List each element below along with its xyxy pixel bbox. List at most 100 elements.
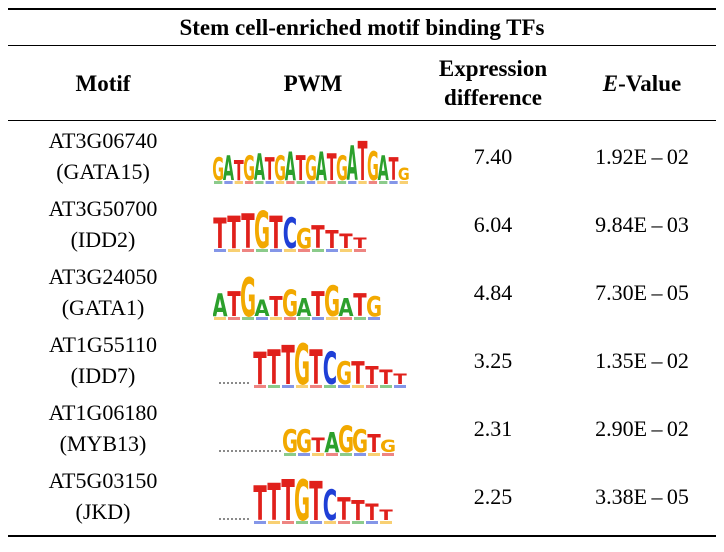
pwm-letter-g: G [336, 150, 348, 186]
pwm-letter-g: G [294, 468, 310, 526]
pwm-letter-c: C [323, 482, 337, 526]
pwm-minor-letters [312, 249, 324, 252]
pwm-minor-letters [275, 181, 285, 184]
expression-difference-value: 7.40 [473, 143, 513, 169]
pwm-letter-t: T [296, 150, 306, 186]
pwm-letter-t: T [379, 508, 393, 524]
pwm-minor-letters [382, 453, 394, 456]
motif-gene-id: AT3G50700 [48, 196, 158, 221]
e-value: 1.35E – 02 [595, 347, 689, 373]
pwm-minor-letters [298, 317, 310, 320]
pwm-letter-t: T [241, 204, 254, 254]
pwm-minor-letters [312, 317, 324, 320]
pwm-minor-letters [327, 181, 336, 184]
pwm-minor-letters [326, 249, 338, 252]
pwm-letter-t: T [325, 226, 339, 254]
pwm-letter-g: G [282, 282, 298, 322]
pwm-minor-letters [298, 249, 310, 252]
pwm-minor-letters [340, 453, 352, 456]
pwm-letter-g: G [274, 150, 286, 186]
pwm-letter-t: T [311, 221, 325, 254]
pwm-minor-letters [399, 181, 408, 184]
pwm-minor-letters [340, 249, 352, 252]
pwm-minor-letters [265, 181, 274, 184]
e-value: 9.84E – 03 [595, 211, 689, 237]
title-rule [8, 45, 716, 46]
pwm-minor-letters [368, 181, 378, 184]
motif-gene-id: AT3G24050 [48, 264, 158, 289]
header-e-value: E -Value [568, 48, 716, 118]
pwm-minor-letters [282, 385, 294, 388]
pwm-letter-t: T [339, 230, 353, 253]
expression-difference-value: 2.31 [473, 415, 513, 441]
pwm-letter-t: T [253, 344, 267, 390]
pwm-minor-letters [326, 317, 338, 320]
header-pwm: PWM [283, 70, 343, 96]
motif-cell: AT1G55110 (IDD7) [8, 326, 198, 394]
pwm-minor-letters [242, 317, 254, 320]
pwm-minor-letters [244, 181, 254, 184]
motif-cell: AT1G06180 (MYB13) [8, 394, 198, 462]
header-expression-line2: difference [444, 85, 542, 110]
pwm-minor-letters [337, 181, 347, 184]
pwm-letter-t: T [309, 472, 323, 526]
pwm-minor-letters [366, 521, 378, 524]
pwm-minor-letters [224, 181, 233, 184]
pwm-minor-letters [379, 181, 388, 184]
pwm-minor-letters [254, 385, 266, 388]
pwm-letter-t: T [267, 475, 280, 526]
expression-difference-value: 4.84 [473, 279, 513, 305]
header-e-value-italic: E [602, 70, 619, 96]
pwm-letter-g: G [282, 425, 298, 458]
expression-difference-value: 6.04 [473, 211, 513, 237]
pwm-letter-g: G [352, 425, 368, 458]
pwm-minor-letters [268, 521, 280, 524]
pwm-minor-letters [284, 453, 296, 456]
e-value: 2.90E – 02 [595, 415, 689, 441]
pwm-letter-t: T [311, 434, 325, 457]
pwm-letter-t: T [227, 285, 241, 322]
pwm-logo: GG T AGG T G [219, 418, 396, 458]
motif-table: Stem cell-enriched motif binding TFs Mot… [8, 8, 716, 538]
pwm-minor-letters [284, 249, 296, 252]
pwm-letter-t: T [337, 493, 351, 526]
header-e-value-rest: -Value [618, 70, 682, 96]
pwm-letter-t: T [309, 340, 322, 390]
pwm-letter-t: T [351, 357, 365, 390]
motif-tf-name: (GATA1) [61, 295, 145, 320]
motif-gene-id: AT3G06740 [48, 128, 158, 153]
pwm-letter-g: G [213, 152, 224, 186]
pwm-minor-letters [228, 317, 240, 320]
motif-tf-name: (IDD2) [70, 227, 136, 252]
pwm-letter-t: T [365, 362, 379, 390]
pwm-minor-letters [242, 249, 254, 252]
motif-gene-id: AT5G03150 [48, 468, 158, 493]
pwm-letter-t: T [393, 372, 407, 388]
pwm-letter-t: T [213, 210, 227, 254]
pwm-minor-letters [354, 317, 366, 320]
motif-cell: AT3G24050 (GATA1) [8, 258, 198, 326]
header-expression-line1: Expression [438, 56, 548, 81]
pwm-minor-letters [312, 453, 324, 456]
pwm-minor-letters [268, 385, 280, 388]
pwm-letter-a: A [223, 150, 234, 186]
pwm-letter-c: C [323, 344, 337, 390]
pwm-minor-letters [296, 385, 308, 388]
header-motif: Motif [75, 70, 131, 96]
pwm-minor-letters [310, 521, 322, 524]
pwm-letter-t: T [389, 152, 399, 186]
pwm-minor-letters [354, 453, 366, 456]
pwm-letter-a: A [254, 146, 265, 186]
pwm-letter-g: G [254, 203, 270, 254]
pwm-logo: A T GA T GA T GA T G [213, 268, 382, 322]
pwm-letter-c: C [283, 210, 297, 254]
pwm-letter-t: T [351, 495, 365, 526]
